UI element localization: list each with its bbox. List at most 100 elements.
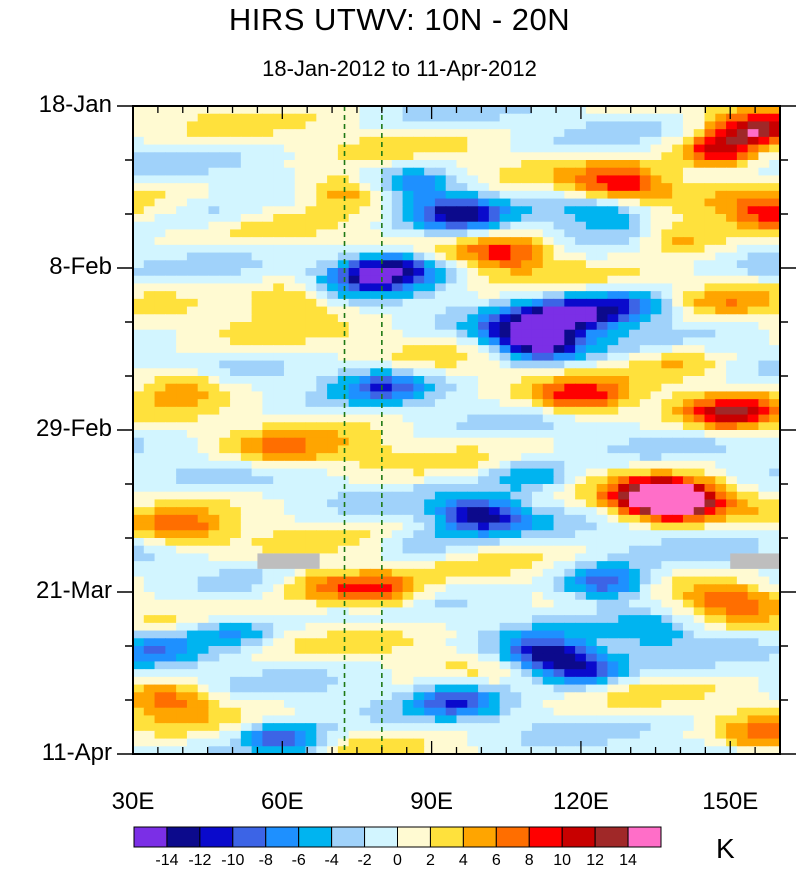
heatmap-cell	[283, 183, 296, 192]
heatmap-cell	[402, 530, 414, 539]
heatmap-cell	[607, 214, 619, 223]
heatmap-cell	[585, 638, 598, 647]
heatmap-cell	[758, 599, 770, 609]
heatmap-cell	[143, 437, 156, 447]
heatmap-cell	[240, 615, 253, 624]
heatmap-cell	[176, 136, 188, 146]
heatmap-cell	[273, 190, 285, 200]
heatmap-cell	[715, 592, 727, 601]
heatmap-cell	[294, 306, 307, 315]
heatmap-cell	[327, 700, 339, 709]
heatmap-cell	[176, 700, 188, 709]
heatmap-cell	[402, 522, 414, 531]
heatmap-cell	[607, 183, 619, 192]
heatmap-cell	[424, 206, 436, 215]
heatmap-cell	[499, 615, 512, 624]
heatmap-cell	[165, 268, 177, 277]
heatmap-cell	[715, 561, 727, 570]
heatmap-cell	[186, 214, 199, 223]
heatmap-cell	[402, 676, 414, 686]
heatmap-cell	[434, 676, 447, 686]
heatmap-cell	[564, 538, 576, 547]
heatmap-cell	[488, 152, 501, 161]
heatmap-cell	[585, 360, 598, 369]
heatmap-cell	[682, 676, 695, 686]
heatmap-cell	[143, 568, 156, 578]
heatmap-cell	[715, 584, 727, 593]
heatmap-cell	[510, 406, 522, 416]
heatmap-cell	[219, 329, 231, 339]
heatmap-cell	[316, 268, 328, 277]
heatmap-cell	[542, 723, 555, 732]
heatmap-cell	[208, 229, 220, 238]
heatmap-cell	[197, 152, 210, 161]
heatmap-cell	[467, 638, 479, 647]
heatmap-cell	[186, 437, 199, 447]
heatmap-cell	[607, 352, 619, 362]
heatmap-cell	[575, 538, 587, 547]
heatmap-cell	[305, 167, 317, 177]
heatmap-cell	[542, 229, 555, 238]
heatmap-cell	[682, 260, 695, 269]
heatmap-cell	[273, 453, 285, 462]
heatmap-cell	[661, 491, 673, 501]
heatmap-cell	[294, 113, 307, 123]
heatmap-cell	[208, 638, 220, 647]
heatmap-cell	[251, 430, 263, 439]
heatmap-cell	[251, 653, 263, 663]
heatmap-cell	[154, 676, 166, 686]
heatmap-cell	[736, 298, 749, 308]
heatmap-cell	[176, 183, 188, 192]
heatmap-cell	[370, 468, 382, 477]
heatmap-cell	[186, 715, 199, 724]
heatmap-cell	[564, 221, 576, 231]
heatmap-cell	[294, 568, 307, 578]
heatmap-cell	[283, 430, 296, 439]
heatmap-cell	[629, 275, 641, 285]
heatmap-cell	[715, 553, 727, 562]
heatmap-cell	[305, 406, 317, 416]
heatmap-cell	[294, 329, 307, 339]
heatmap-cell	[337, 160, 350, 169]
heatmap-cell	[402, 237, 414, 246]
heatmap-cell	[467, 152, 479, 161]
heatmap-cell	[596, 723, 609, 732]
heatmap-cell	[165, 684, 177, 693]
heatmap-cell	[305, 152, 317, 161]
heatmap-cell	[251, 630, 263, 639]
heatmap-cell	[542, 422, 555, 431]
heatmap-cell	[661, 129, 673, 138]
heatmap-cell	[682, 538, 695, 547]
heatmap-cell	[499, 322, 512, 331]
heatmap-cell	[758, 669, 770, 678]
heatmap-cell	[230, 746, 242, 754]
heatmap-cell	[661, 700, 673, 709]
heatmap-cell	[618, 175, 630, 184]
heatmap-cell	[715, 175, 727, 184]
heatmap-cell	[553, 414, 565, 423]
heatmap-cell	[413, 607, 425, 616]
heatmap-cell	[370, 337, 382, 346]
heatmap-cell	[359, 592, 371, 601]
heatmap-cell	[381, 607, 393, 616]
heatmap-cell	[650, 198, 662, 207]
heatmap-cell	[747, 391, 760, 400]
heatmap-cell	[327, 553, 339, 562]
heatmap-cell	[273, 499, 285, 508]
heatmap-cell	[650, 383, 662, 393]
heatmap-cell	[499, 499, 512, 508]
heatmap-cell	[348, 692, 361, 701]
heatmap-cell	[424, 252, 436, 261]
heatmap-cell	[618, 113, 630, 123]
heatmap-cell	[542, 607, 555, 616]
heatmap-cell	[305, 615, 317, 624]
heatmap-cell	[176, 499, 188, 508]
heatmap-cell	[531, 283, 544, 292]
heatmap-cell	[348, 615, 361, 624]
heatmap-cell	[133, 268, 145, 277]
heatmap-cell	[391, 584, 404, 593]
heatmap-cell	[629, 329, 641, 339]
heatmap-cell	[726, 237, 738, 246]
heatmap-cell	[715, 275, 727, 285]
heatmap-cell	[186, 422, 199, 431]
